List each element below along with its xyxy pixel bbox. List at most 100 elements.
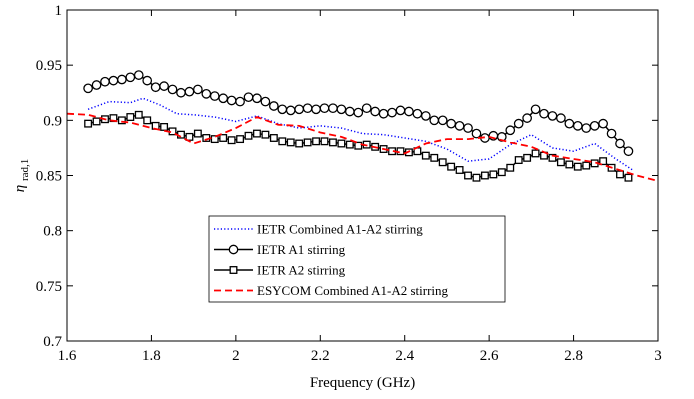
series-1-point	[404, 106, 414, 117]
series-1-point	[539, 108, 549, 119]
series-2-point	[236, 135, 245, 144]
x-tick-label: 1.6	[58, 348, 77, 364]
series-1-point	[159, 81, 169, 91]
series-2-point	[278, 137, 287, 146]
series-1-point	[201, 89, 212, 99]
series-2-point	[227, 136, 236, 145]
series-1-point	[412, 108, 423, 119]
series-2-point	[337, 139, 346, 148]
x-tick-label: 2.6	[480, 348, 499, 364]
series-1-point	[125, 72, 136, 83]
series-line-3	[66, 112, 659, 182]
series-2-point	[616, 170, 624, 179]
series-1-point	[598, 118, 608, 129]
series-1-point	[167, 84, 178, 95]
series-2-point	[523, 153, 532, 162]
series-1-point	[446, 118, 456, 129]
series-2-point	[624, 173, 633, 182]
series-2-point	[134, 110, 143, 119]
series-2-point	[312, 137, 321, 146]
series-1-point	[193, 84, 203, 95]
series-1-point	[311, 104, 321, 115]
series-1-point	[530, 104, 541, 115]
series-1-point	[319, 103, 330, 114]
series-1-point	[176, 87, 186, 98]
series-1-point	[378, 108, 389, 119]
series-1-point	[420, 111, 431, 121]
series-1-point	[235, 96, 245, 107]
legend-label-3: ESYCOM Combined A1-A2 stirring	[257, 283, 449, 298]
series-2-point	[269, 134, 278, 142]
x-tick-label: 2.4	[395, 348, 414, 364]
series-2-point	[160, 123, 169, 131]
series-1-point	[252, 93, 262, 104]
series-2-point	[286, 138, 295, 147]
series-2-point	[261, 130, 270, 139]
series-2-point	[185, 132, 194, 141]
series-2-point	[244, 131, 253, 140]
series-2-point	[421, 151, 430, 160]
series-2-point	[345, 140, 354, 149]
series-1-point	[133, 70, 144, 80]
y-tick-label: 0.7	[43, 334, 62, 350]
series-2-point	[506, 163, 515, 172]
series-1-point	[454, 121, 465, 131]
series-1-point	[547, 111, 558, 121]
y-axis-label-symbol: η	[12, 185, 28, 192]
series-2-point	[599, 157, 608, 166]
series-2-point	[126, 113, 135, 121]
x-tick-label: 2.2	[311, 348, 330, 364]
series-1-point	[471, 128, 482, 139]
series-2-point	[193, 129, 202, 138]
series-2-point	[489, 170, 498, 179]
series-1-point	[328, 103, 338, 114]
series-1-point	[387, 107, 397, 118]
series-2-point	[92, 117, 101, 126]
x-tick-label: 1.8	[142, 348, 161, 364]
series-1-point	[294, 104, 305, 115]
series-2-point	[219, 134, 228, 142]
series-1-point	[209, 91, 220, 101]
series-1-point	[589, 121, 600, 131]
series-2-point	[556, 158, 565, 167]
series-1-point	[429, 115, 440, 126]
x-tick-label: 2.8	[564, 348, 583, 364]
series-2-point	[531, 149, 540, 158]
series-1-point	[606, 128, 617, 139]
series-2-point	[514, 156, 523, 165]
legend-box	[208, 215, 506, 303]
x-tick-label: 3	[654, 348, 662, 364]
series-1-point	[361, 103, 372, 114]
legend-label-0: IETR Combined A1-A2 stirring	[257, 222, 423, 237]
series-layer	[66, 70, 659, 182]
series-1-point	[184, 86, 195, 97]
legend-label-2: IETR A2 stirring	[257, 263, 346, 278]
series-2-point	[565, 160, 574, 169]
series-1-point	[100, 76, 110, 87]
series-1-point	[218, 93, 229, 104]
series-1-point	[564, 118, 575, 129]
series-1-point	[572, 121, 583, 131]
series-1-point	[260, 96, 271, 107]
series-2-point	[143, 116, 152, 125]
series-1-point	[505, 125, 516, 136]
series-1-point	[623, 146, 634, 157]
series-2-point	[472, 173, 481, 182]
series-1-point	[226, 95, 237, 106]
series-2-point	[354, 141, 363, 150]
y-tick-label: 0.9	[43, 113, 62, 129]
series-1-point	[615, 138, 625, 149]
series-2-point	[464, 171, 472, 180]
series-2-point	[253, 129, 261, 138]
y-tick-label: 1	[55, 3, 63, 19]
series-2-point	[573, 162, 582, 171]
series-1-point	[277, 104, 288, 115]
series-2-point	[303, 138, 312, 147]
y-tick-label: 0.85	[36, 169, 62, 185]
legend-marker-2	[229, 266, 238, 274]
series-1-point	[395, 105, 406, 116]
series-2-point	[328, 138, 337, 147]
series-1-point	[370, 106, 381, 117]
